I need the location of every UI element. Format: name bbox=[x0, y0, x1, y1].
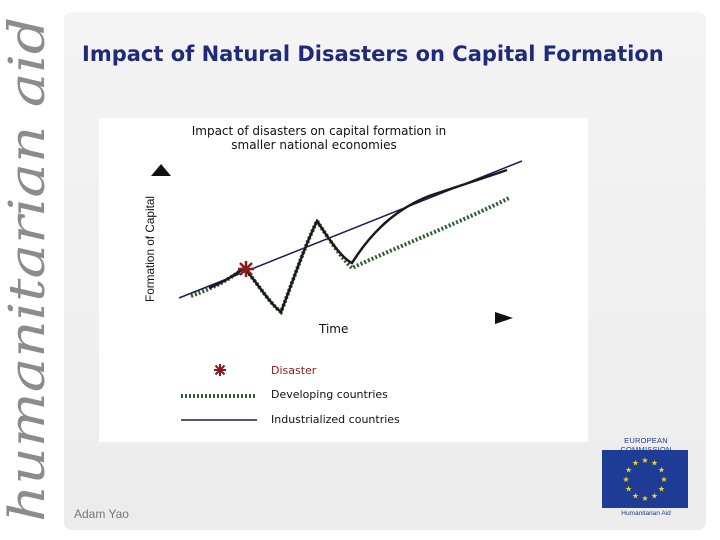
eu-flag-icon: ★ ★ ★ ★ ★ ★ ★ ★ ★ ★ ★ ★ bbox=[602, 450, 688, 508]
eu-stars: ★ ★★★★★★★★★★★ bbox=[622, 456, 667, 503]
eu-star-icon: ★ bbox=[622, 475, 629, 484]
developing-countries-curve bbox=[190, 196, 510, 316]
figure-title-line1: Impact of disasters on capital formation… bbox=[191, 124, 447, 138]
diagram-figure: Impact of disasters on capital formation… bbox=[99, 118, 588, 442]
eu-star-icon: ★ bbox=[658, 485, 665, 494]
eu-star-icon: ★ bbox=[625, 485, 632, 494]
side-brand-label: humanitarian aid bbox=[0, 17, 56, 522]
legend-item-disaster: Disaster bbox=[214, 364, 317, 377]
legend-item-developing: Developing countries bbox=[181, 388, 388, 401]
logo-org-name: EUROPEAN COMMISSION bbox=[620, 436, 671, 454]
legend-label-industrialized: Industrialized countries bbox=[271, 413, 400, 426]
eu-star-icon: ★ bbox=[632, 491, 639, 500]
disaster-marker-icon bbox=[238, 261, 254, 277]
eu-star-icon: ★ bbox=[641, 456, 648, 465]
x-axis-label: Time bbox=[318, 322, 348, 336]
legend-label-disaster: Disaster bbox=[271, 364, 317, 377]
author-name: Adam Yao bbox=[74, 507, 129, 521]
eu-star-icon: ★ bbox=[658, 466, 665, 475]
eu-star-icon: ★ bbox=[651, 491, 658, 500]
side-brand-text: humanitarian aid bbox=[0, 17, 56, 522]
diagram-canvas: Formation of Capital Time Disaster bbox=[143, 160, 523, 426]
eu-star-icon: ★ bbox=[632, 459, 639, 468]
y-axis-arrow-icon bbox=[151, 164, 171, 176]
figure-title-line2: smaller national economies bbox=[231, 138, 397, 152]
legend-label-developing: Developing countries bbox=[271, 388, 388, 401]
european-commission-logo: EUROPEAN COMMISSION ★★★★★★★★★★★★ Humanit… bbox=[598, 436, 694, 522]
eu-star-icon: ★ bbox=[651, 459, 658, 468]
logo-subtitle: Humanitarian Aid bbox=[621, 510, 671, 517]
legend-item-industrialized: Industrialized countries bbox=[181, 413, 400, 426]
eu-star-icon: ★ bbox=[660, 475, 667, 484]
asterisk-icon bbox=[214, 364, 226, 376]
eu-star-icon: ★ bbox=[625, 466, 632, 475]
x-axis-arrow-icon bbox=[495, 312, 513, 324]
eu-star-icon: ★ bbox=[641, 494, 648, 503]
industrialized-recovery-curve bbox=[208, 168, 508, 314]
slide-title: Impact of Natural Disasters on Capital F… bbox=[82, 42, 664, 66]
y-axis-label: Formation of Capital bbox=[143, 196, 157, 302]
